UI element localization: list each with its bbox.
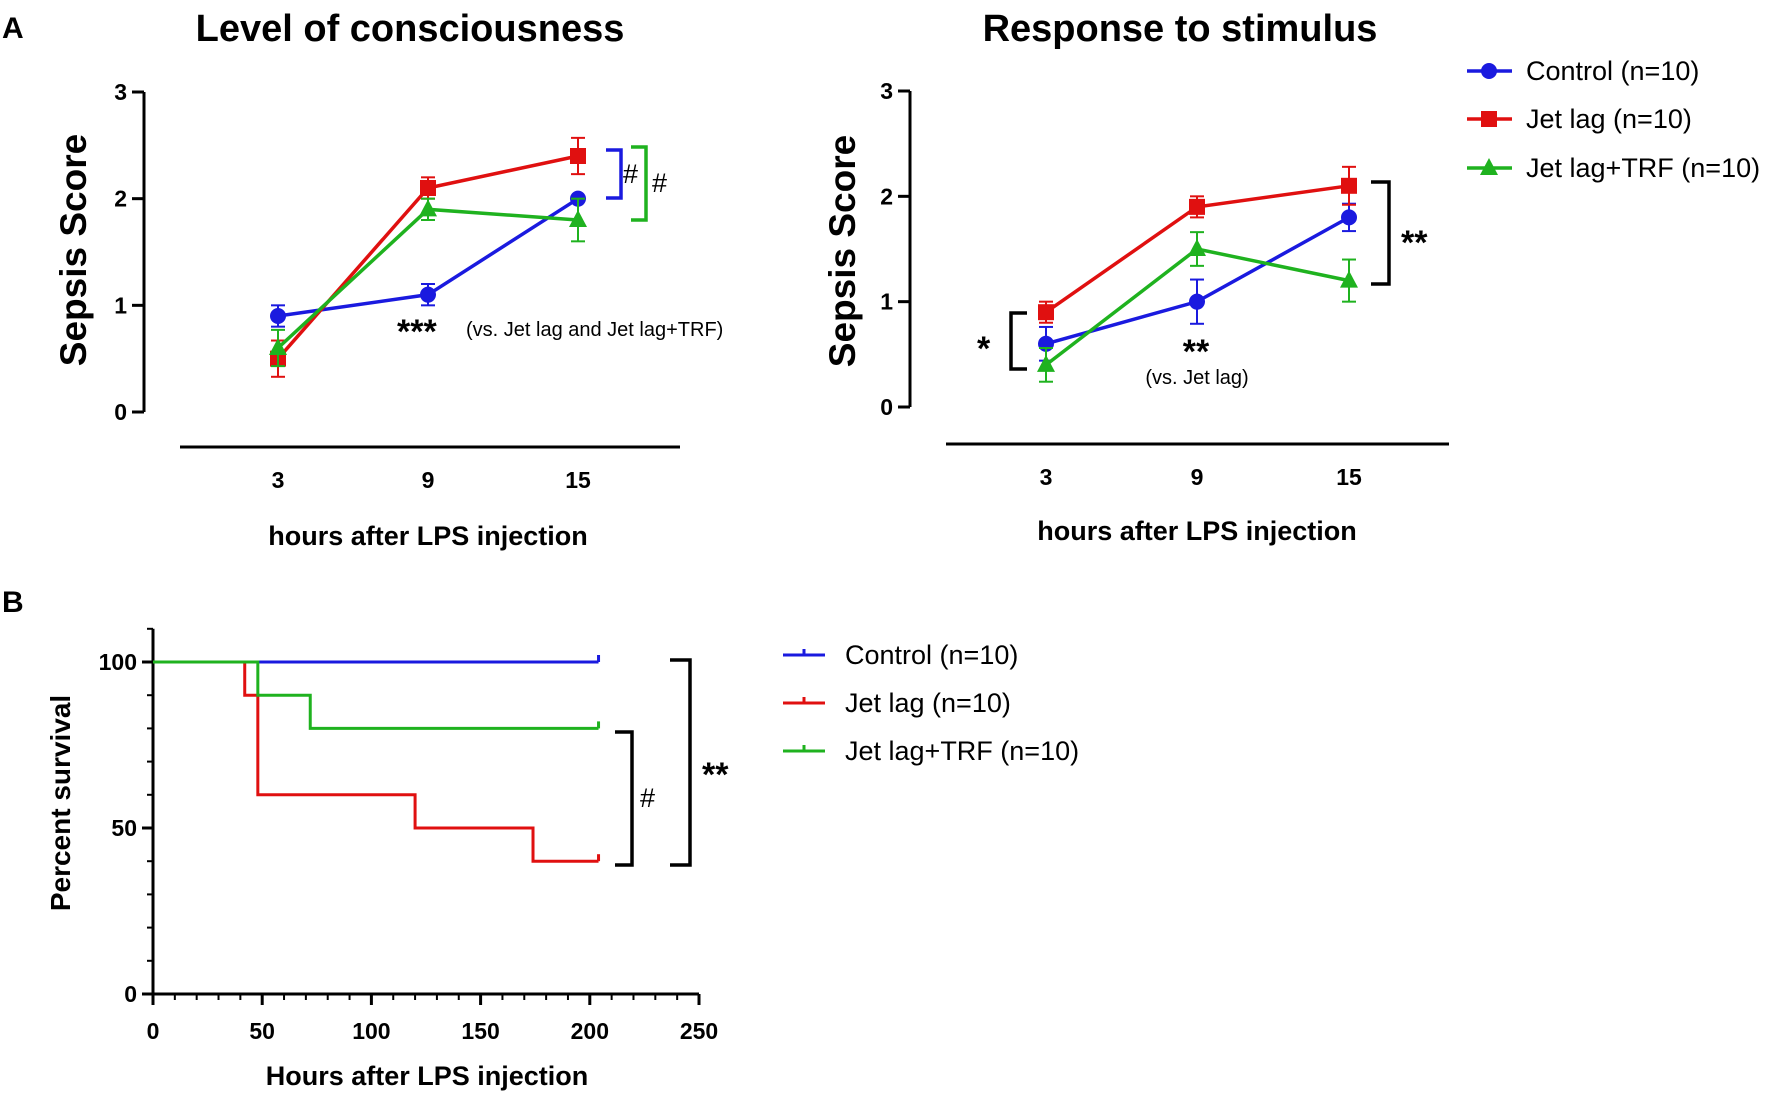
legend-marker-circle [1481,63,1497,79]
data-point [569,210,587,227]
bracket-green: # [631,145,667,222]
y-tick-label: 2 [114,186,127,212]
series-group [1037,165,1358,383]
y-axis-label: Sepsis Score [822,135,863,367]
legend-item-control: Control (n=10) [1467,56,1699,86]
legend-label: Control (n=10) [1526,56,1699,86]
x-tick-label: 3 [272,467,285,493]
axes: 0 1 2 3 3 9 15 [880,78,1449,490]
data-point [1038,304,1054,321]
chart-level-of-consciousness: Level of consciousness Sepsis Score hour… [53,8,723,551]
bracket-blue-hash: # [623,159,638,189]
bracket-left: * [977,311,1027,371]
legend-marker-square [1481,111,1497,127]
survival-curve-2 [153,660,599,730]
y-tick-label: 1 [880,289,893,315]
x-axis-label: Hours after LPS injection [266,1061,589,1091]
axes: 0 1 2 3 3 9 15 [114,79,680,493]
y-axis-label: Percent survival [45,695,76,911]
y-tick-label: 3 [880,78,893,104]
data-point [1189,293,1205,310]
bracket-outer: ** [670,658,729,867]
x-tick-label: 250 [680,1018,718,1044]
legend-item-trf: Jet lag+TRF (n=10) [783,736,1079,766]
x-tick-label: 150 [461,1018,499,1044]
bracket-right-stars: ** [1401,224,1428,262]
y-tick-label: 100 [99,649,137,675]
series-2 [269,197,587,368]
y-tick-label: 0 [114,399,127,425]
data-point [270,308,286,324]
x-tick-label: 200 [571,1018,609,1044]
survival-curve-1 [153,660,599,863]
significance-stars: ** [1183,333,1210,371]
x-tick-label: 0 [147,1018,160,1044]
chart-title: Response to stimulus [983,8,1378,50]
legend-bottom: Control (n=10) Jet lag (n=10) Jet lag+TR… [783,640,1079,766]
data-point [1189,198,1205,215]
legend-label: Control (n=10) [845,640,1018,670]
data-point [419,199,437,217]
y-tick-label: 1 [114,292,127,318]
y-tick-label: 3 [114,79,127,105]
significance-note: (vs. Jet lag) [1145,367,1248,389]
bracket-inner: # [615,730,655,867]
legend-label: Jet lag (n=10) [1526,104,1692,134]
series-1 [1038,165,1357,324]
data-point [269,338,287,355]
x-tick-label: 15 [1336,464,1362,490]
legend-label: Jet lag+TRF (n=10) [845,736,1079,766]
y-tick-label: 0 [124,981,137,1007]
axes: 0 50 100 0 50 100 150 200 250 [99,627,718,1044]
panel-letter-a: A [2,12,24,45]
y-tick-label: 50 [111,815,137,841]
series-group [153,655,601,863]
legend-item-jetlag: Jet lag (n=10) [783,688,1011,718]
bracket-inner-hash: # [640,783,655,813]
chart-response-to-stimulus: Response to stimulus Sepsis Score hours … [822,8,1449,546]
x-tick-label: 3 [1040,464,1053,490]
y-tick-label: 0 [880,394,893,420]
data-point [1188,239,1206,256]
x-axis-label: hours after LPS injection [1037,516,1357,546]
x-tick-label: 9 [422,467,435,493]
series-0 [1038,202,1357,362]
data-point [420,180,436,196]
panel-letter-b: B [2,586,24,619]
significance-stars: *** [397,313,437,351]
data-point [1340,270,1358,288]
x-tick-label: 9 [1191,464,1204,490]
chart-title: Level of consciousness [196,8,625,50]
series-group [269,136,587,378]
legend-item-jetlag: Jet lag (n=10) [1467,104,1692,134]
legend-label: Jet lag+TRF (n=10) [1526,153,1760,183]
x-tick-label: 15 [565,467,591,493]
bracket-right: ** [1371,180,1428,286]
y-tick-label: 2 [880,183,893,209]
data-point [1341,209,1357,226]
bracket-blue: # [606,148,638,200]
series-2 [1037,231,1358,383]
legend-item-control: Control (n=10) [783,640,1018,670]
x-tick-label: 50 [249,1018,275,1044]
x-axis-label: hours after LPS injection [268,521,588,551]
bracket-green-hash: # [652,168,667,198]
legend-label: Jet lag (n=10) [845,688,1011,718]
data-point [1037,354,1055,372]
data-point [1341,177,1357,194]
data-point [570,148,586,164]
significance-note: (vs. Jet lag and Jet lag+TRF) [466,319,723,341]
legend-top: Control (n=10) Jet lag (n=10) Jet lag+TR… [1467,56,1760,183]
bracket-outer-stars: ** [702,756,729,794]
data-point [420,286,436,303]
legend-marker-triangle [1480,158,1498,175]
x-tick-label: 100 [352,1018,390,1044]
bracket-left-star: * [977,330,991,368]
legend-item-trf: Jet lag+TRF (n=10) [1467,153,1760,183]
chart-survival: Percent survival Hours after LPS injecti… [45,627,729,1091]
y-axis-label: Sepsis Score [53,134,94,366]
